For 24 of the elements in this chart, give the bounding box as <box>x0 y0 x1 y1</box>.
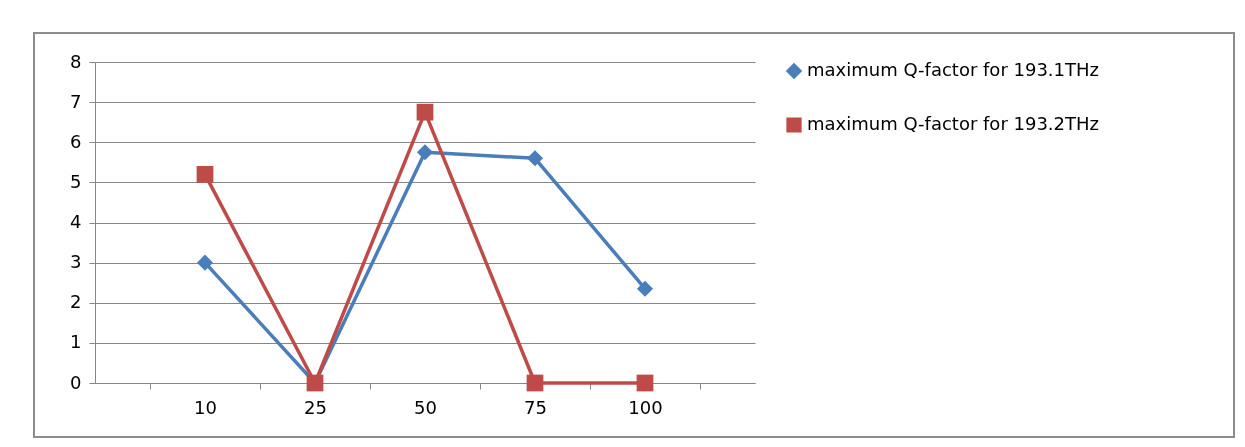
y-tick-label: 1 <box>70 331 82 353</box>
y-tick-label: 7 <box>70 90 82 112</box>
y-tick-label: 3 <box>70 251 82 273</box>
point <box>636 280 654 297</box>
y-tick-label: 0 <box>70 371 82 393</box>
x-tick-label: 100 <box>628 396 663 418</box>
x-tick-label: 75 <box>524 396 547 418</box>
point <box>636 374 654 392</box>
point <box>196 165 214 183</box>
y-tick-label: 2 <box>70 291 82 313</box>
y-tick-label: 5 <box>70 170 82 192</box>
x-tick-label: 25 <box>304 396 327 418</box>
point <box>416 103 434 121</box>
y-tick-label: 4 <box>70 211 82 232</box>
y-tick-label: 8 <box>70 50 82 72</box>
point <box>526 374 544 392</box>
point <box>196 254 214 271</box>
legend-label: maximum Q-factor for 193.2THz <box>807 113 1100 134</box>
legend-label: maximum Q-factor for 193.1THz <box>807 59 1100 80</box>
point <box>416 144 434 161</box>
y-tick-label: 6 <box>70 130 82 152</box>
x-tick-label: 50 <box>414 396 437 418</box>
x-tick-label: 10 <box>194 396 217 418</box>
point <box>526 150 544 167</box>
